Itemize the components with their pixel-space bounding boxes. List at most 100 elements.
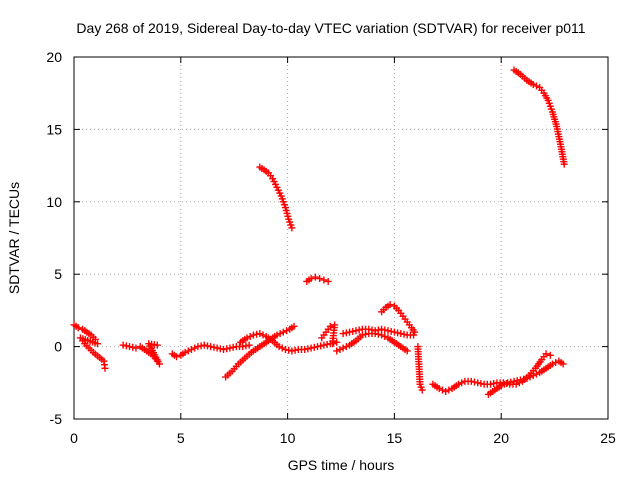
data-point [397, 330, 405, 338]
x-tick-label: 15 [387, 430, 403, 446]
data-point [101, 364, 109, 372]
data-point [442, 387, 450, 395]
data-point [197, 342, 205, 350]
data-point [333, 338, 341, 346]
x-tick-label: 10 [280, 430, 296, 446]
data-point [497, 382, 505, 390]
data-point [487, 380, 495, 388]
data-point [191, 344, 199, 352]
data-point [119, 341, 127, 349]
data-point [301, 345, 309, 353]
data-point [523, 374, 531, 382]
data-point [323, 340, 331, 348]
data-point [74, 324, 82, 332]
data-point [516, 376, 524, 384]
data-point [513, 377, 521, 385]
data-point [181, 348, 189, 356]
data-point [129, 343, 137, 351]
data-point [529, 81, 537, 89]
data-point [216, 345, 224, 353]
data-point [504, 379, 512, 387]
data-point [411, 328, 419, 336]
data-point [249, 331, 257, 339]
data-point [243, 334, 251, 342]
data-point [339, 330, 347, 338]
data-point [256, 330, 264, 338]
data-point [324, 277, 332, 285]
data-point [490, 380, 498, 388]
data-point [500, 380, 508, 388]
data-point [400, 330, 408, 338]
data-point [259, 331, 267, 339]
data-point [275, 343, 283, 351]
data-point [435, 385, 443, 393]
data-point [548, 360, 556, 368]
data-point [207, 343, 215, 351]
data-point [200, 341, 208, 349]
data-point [326, 322, 334, 330]
axis-ticks: 0 5 10 15 20 25 -5 0 5 10 15 20 [46, 49, 616, 446]
y-tick-label: 15 [46, 121, 62, 137]
y-tick-label: 0 [54, 339, 62, 355]
data-point [510, 377, 518, 385]
data-point [532, 82, 540, 90]
data-point [390, 328, 398, 336]
data-point [526, 373, 534, 381]
data-point [386, 301, 394, 309]
data-point [467, 377, 475, 385]
data-point [368, 326, 376, 334]
data-point [311, 273, 319, 281]
data-point [132, 344, 140, 352]
data-point [173, 353, 181, 361]
data-point [153, 341, 161, 349]
data-point [213, 344, 221, 352]
data-point [290, 322, 298, 330]
data-point [246, 332, 254, 340]
data-point [126, 343, 134, 351]
data-point [307, 275, 315, 283]
data-point [532, 370, 540, 378]
data-point [546, 351, 554, 359]
y-tick-label: 5 [54, 266, 62, 282]
plot-frame [73, 56, 609, 420]
data-point [328, 340, 336, 348]
data-point [285, 346, 293, 354]
data-point [445, 386, 453, 394]
data-point [559, 360, 567, 368]
data-point [458, 379, 466, 387]
data-point [529, 372, 537, 380]
data-point [316, 275, 324, 283]
data-point [374, 326, 382, 334]
data-point [245, 341, 253, 349]
data-point [384, 327, 392, 335]
data-point [474, 379, 482, 387]
y-tick-label: -5 [50, 411, 63, 427]
data-point [403, 347, 411, 355]
data-point [276, 330, 284, 338]
data-point [194, 343, 202, 351]
data-point [304, 345, 312, 353]
data-point [507, 378, 515, 386]
data-point [320, 341, 328, 349]
data-point [346, 328, 354, 336]
data-point [226, 344, 234, 352]
data-point [352, 327, 360, 335]
data-point [281, 345, 289, 353]
data-point [187, 345, 195, 353]
data-point [242, 342, 250, 350]
data-point [342, 329, 350, 337]
data-point [273, 331, 281, 339]
data-point [279, 328, 287, 336]
data-points [70, 66, 568, 398]
data-point [220, 345, 228, 353]
data-point [184, 347, 192, 355]
data-point [278, 344, 286, 352]
data-point [342, 343, 350, 351]
data-point [542, 350, 550, 358]
data-point [394, 329, 402, 337]
data-point [229, 343, 237, 351]
data-point [307, 344, 315, 352]
data-point [560, 160, 568, 168]
data-point [336, 345, 344, 353]
data-point [339, 344, 347, 352]
